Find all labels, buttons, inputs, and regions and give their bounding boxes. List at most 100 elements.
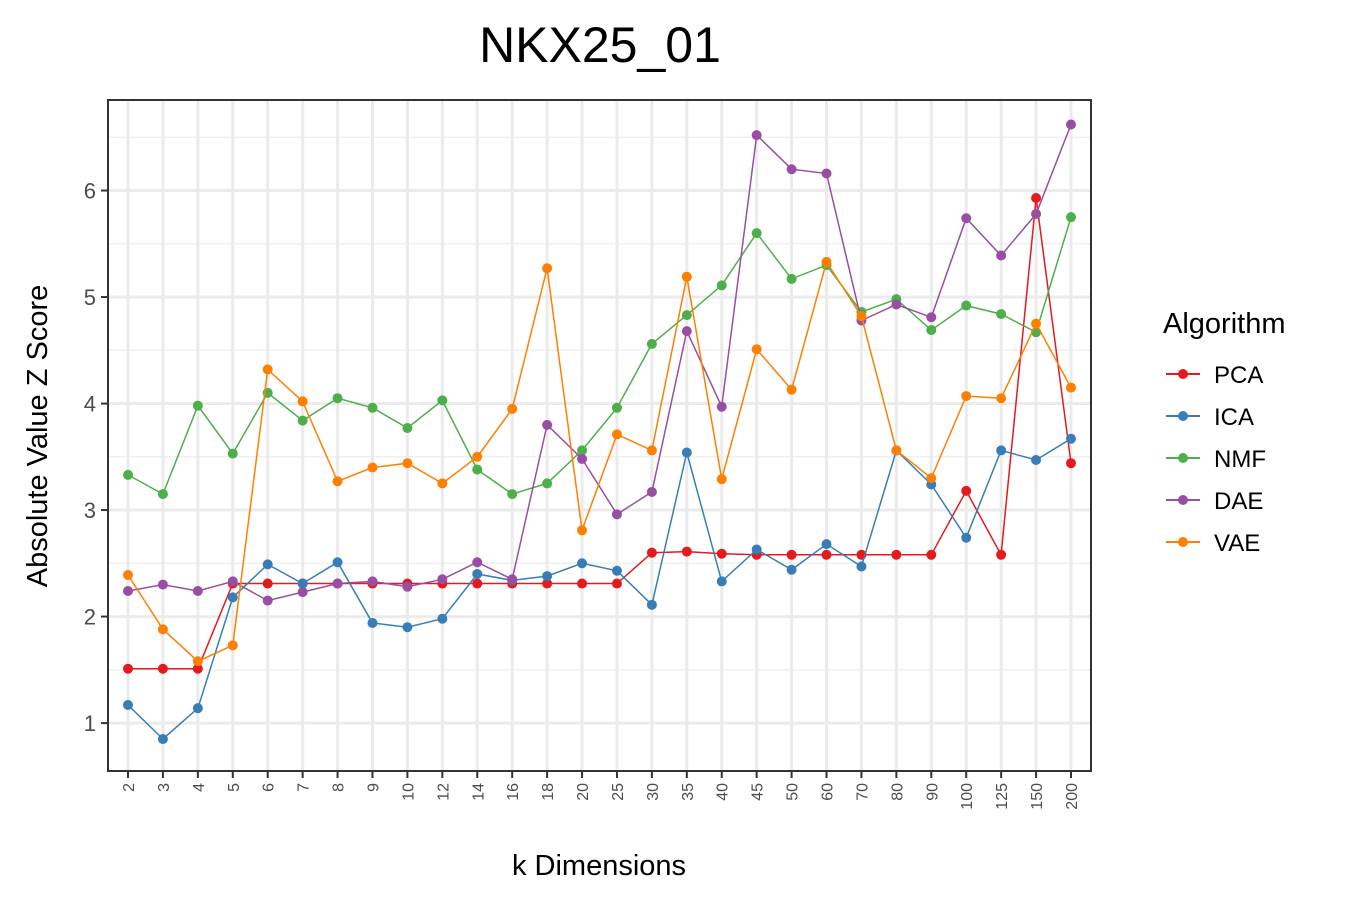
x-tick-label: 125	[994, 783, 1011, 810]
legend-item-ica: ICA	[1166, 404, 1254, 431]
data-point-vae	[646, 445, 657, 456]
data-point-pca	[681, 546, 692, 557]
data-point-vae	[856, 311, 867, 322]
data-point-ica	[437, 613, 448, 624]
data-point-vae	[367, 462, 378, 473]
y-tick-label: 3	[84, 498, 96, 523]
data-point-vae	[437, 478, 448, 489]
series-line-nmf	[127, 216, 1072, 496]
data-point-vae	[996, 393, 1007, 404]
x-tick-label: 8	[331, 783, 348, 792]
data-point-nmf	[157, 489, 168, 500]
data-point-dae	[786, 164, 797, 175]
data-point-pca	[472, 578, 483, 589]
data-point-dae	[367, 576, 378, 587]
data-point-vae	[577, 525, 588, 536]
data-point-nmf	[507, 489, 518, 500]
data-point-nmf	[192, 400, 203, 411]
data-point-nmf	[996, 309, 1007, 320]
legend-key-point	[1178, 537, 1188, 547]
data-point-dae	[961, 213, 972, 224]
data-point-pca	[123, 663, 133, 674]
data-point-ica	[472, 568, 483, 579]
legend-item-dae: DAE	[1166, 488, 1263, 515]
data-point-dae	[716, 401, 727, 412]
data-point-dae	[262, 595, 273, 606]
data-point-vae	[262, 364, 273, 375]
legend-label: DAE	[1214, 488, 1263, 515]
series-line-dae	[127, 124, 1072, 602]
data-point-vae	[123, 570, 133, 581]
data-point-vae	[961, 391, 972, 402]
legend-key-point	[1178, 369, 1188, 379]
data-point-pca	[786, 549, 797, 560]
data-point-vae	[472, 451, 483, 462]
data-point-vae	[716, 474, 727, 485]
data-point-ica	[542, 571, 553, 582]
data-point-dae	[996, 250, 1007, 261]
data-point-vae	[1031, 318, 1042, 329]
legend-item-pca: PCA	[1166, 362, 1263, 389]
data-point-pca	[542, 578, 553, 589]
data-point-nmf	[716, 280, 727, 291]
data-point-ica	[402, 622, 413, 633]
data-point-dae	[611, 509, 622, 520]
data-point-nmf	[367, 402, 378, 413]
x-tick-label: 16	[505, 783, 522, 801]
x-tick-label: 35	[680, 783, 697, 801]
data-point-dae	[891, 299, 902, 310]
legend-label: VAE	[1214, 530, 1260, 557]
data-point-nmf	[786, 273, 797, 284]
x-tick-label: 10	[400, 783, 417, 801]
data-point-pca	[577, 578, 588, 589]
data-point-pca	[821, 549, 832, 560]
data-point-nmf	[646, 338, 657, 349]
data-point-vae	[611, 429, 622, 440]
data-point-pca	[716, 548, 727, 559]
data-point-vae	[926, 473, 937, 484]
data-point-dae	[681, 326, 692, 337]
data-point-nmf	[123, 469, 133, 480]
x-tick-label: 25	[610, 783, 627, 801]
x-tick-label: 70	[854, 783, 871, 801]
x-tick-label: 60	[820, 783, 837, 801]
data-point-pca	[1031, 192, 1042, 203]
data-point-vae	[681, 271, 692, 282]
data-point-pca	[611, 578, 622, 589]
data-point-ica	[1066, 433, 1076, 444]
data-point-nmf	[472, 464, 483, 475]
data-point-nmf	[611, 402, 622, 413]
x-tick-label: 2	[121, 783, 138, 792]
data-point-pca	[926, 549, 937, 560]
data-point-nmf	[751, 228, 762, 239]
y-axis: 1 2 3 4 5 6	[84, 179, 108, 736]
x-tick-label: 6	[261, 783, 278, 792]
data-point-vae	[542, 263, 553, 274]
x-tick-label: 4	[191, 783, 208, 792]
data-point-dae	[577, 453, 588, 464]
data-point-vae	[891, 445, 902, 456]
data-point-nmf	[577, 445, 588, 456]
legend-title: Algorithm	[1163, 308, 1286, 340]
x-tick-label: 12	[435, 783, 452, 801]
x-tick-label: 9	[365, 783, 382, 792]
data-point-ica	[611, 565, 622, 576]
legend-label: PCA	[1214, 362, 1263, 389]
series-line-vae	[127, 260, 1072, 663]
y-tick-label: 4	[84, 392, 96, 417]
data-point-dae	[402, 581, 413, 592]
data-point-ica	[716, 576, 727, 587]
data-point-ica	[961, 532, 972, 543]
data-point-nmf	[1066, 212, 1076, 223]
data-point-nmf	[681, 310, 692, 321]
data-point-dae	[157, 579, 168, 590]
plot-border	[107, 99, 1092, 772]
data-point-pca	[646, 547, 657, 558]
legend-item-nmf: NMF	[1166, 446, 1266, 473]
series-group	[123, 119, 1076, 745]
data-point-pca	[961, 485, 972, 496]
data-point-nmf	[227, 448, 238, 459]
data-point-ica	[227, 592, 238, 603]
x-tick-label: 80	[889, 783, 906, 801]
